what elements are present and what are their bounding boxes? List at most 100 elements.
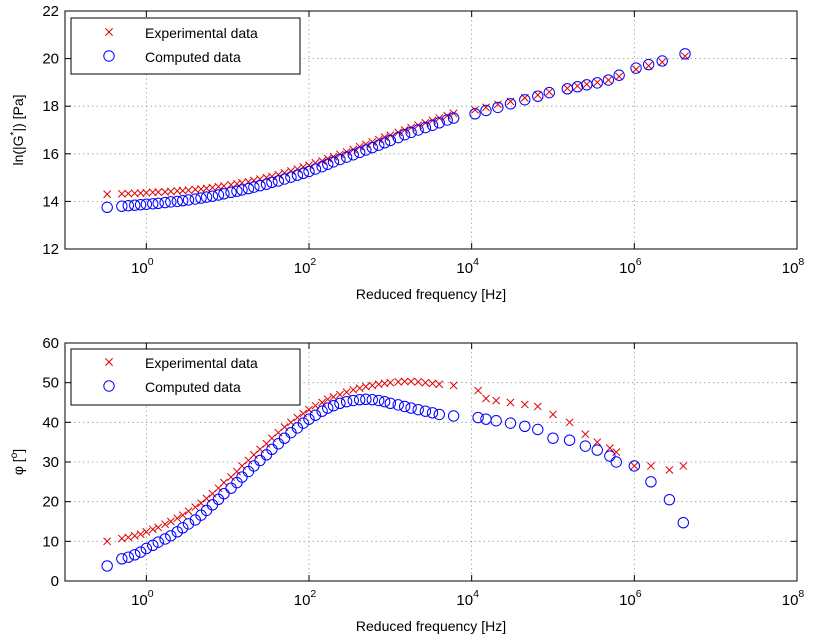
computed-point (532, 90, 544, 102)
computed-point (129, 199, 141, 211)
experimental-point (305, 161, 313, 170)
experimental-point-stroke-b (604, 76, 613, 84)
experimental-point (400, 377, 409, 386)
computed-point (272, 438, 285, 450)
experimental-point-stroke-b (287, 418, 295, 427)
experimental-point (349, 385, 358, 394)
computed-point (677, 516, 690, 529)
experimental-point (293, 165, 302, 173)
experimental-point-stroke-b (267, 172, 276, 181)
computed-point (248, 460, 260, 472)
experimental-point-stroke-b (117, 189, 126, 198)
experimental-point-stroke-b (161, 520, 170, 529)
computed-point (630, 62, 642, 74)
experimental-point (679, 462, 688, 470)
computed-point (231, 185, 243, 197)
experimental-point-stroke-b (593, 438, 602, 447)
computed-point (297, 167, 309, 180)
experimental-point (142, 527, 151, 536)
experimental-point-stroke-b (361, 382, 370, 391)
experimental-point (355, 384, 364, 393)
experimental-point (130, 189, 139, 198)
experimental-point-stroke-b (287, 166, 295, 175)
computed-point (378, 137, 391, 149)
computed-point (309, 163, 322, 175)
experimental-point (166, 517, 175, 526)
experimental-point-stroke-b (449, 381, 458, 390)
experimental-point (492, 396, 501, 405)
computed-point (147, 198, 159, 210)
experimental-point-stroke-b (178, 186, 187, 195)
experimental-point-stroke-b (136, 189, 145, 198)
experimental-point-stroke-b (361, 140, 370, 149)
magnitude-plot-xlabel: Reduced frequency [Hz] (356, 286, 506, 302)
phase-plot-legend: Experimental data Computed data (70, 348, 301, 406)
legend-circle-marker (103, 380, 115, 392)
experimental-point-stroke-b (191, 503, 200, 512)
experimental-point-stroke-b (368, 137, 377, 146)
phase-xtick-label: 102 (294, 588, 317, 609)
computed-point (322, 158, 334, 170)
computed-point (347, 394, 359, 407)
experimental-point (178, 511, 187, 520)
computed-point (392, 399, 404, 411)
computed-point (613, 69, 625, 81)
computed-point (532, 423, 544, 436)
experimental-point (474, 386, 483, 395)
experimental-point (374, 135, 383, 144)
computed-point (519, 94, 531, 106)
experimental-point-stroke-b (646, 462, 655, 470)
experimental-point-stroke-b (471, 105, 479, 114)
experimental-point-stroke-b (161, 187, 170, 196)
experimental-point (658, 58, 667, 67)
phase-xtick-label: 108 (782, 588, 805, 609)
legend-x-marker-stroke-b (105, 28, 113, 36)
computed-point (353, 146, 366, 159)
computed-point (366, 141, 378, 154)
computed-point (212, 189, 225, 201)
experimental-point (299, 162, 308, 171)
computed-point (398, 400, 411, 413)
legend-circle-marker (103, 50, 115, 62)
experimental-point (124, 533, 133, 542)
experimental-point (471, 105, 479, 114)
experimental-point-stroke-b (407, 377, 416, 386)
experimental-point-stroke-b (197, 185, 205, 193)
experimental-point-stroke-b (679, 462, 688, 470)
computed-point (353, 394, 366, 406)
experimental-point-stroke-b (184, 186, 193, 195)
experimental-point (630, 462, 639, 470)
experimental-point-stroke-b (124, 189, 133, 198)
computed-point (316, 405, 328, 417)
experimental-point-stroke-b (632, 65, 641, 74)
computed-point (266, 443, 278, 456)
computed-point (285, 171, 297, 183)
computed-point (159, 533, 171, 545)
experimental-point-stroke-b (342, 388, 351, 397)
magnitude-plot: 100 102 104 106 108 12 14 16 18 20 22 Reduced freq… (9, 3, 804, 302)
experimental-point-stroke-b (323, 395, 332, 404)
experimental-point-stroke-b (136, 530, 145, 539)
magnitude-plot-legend: Experimental data Computed data (70, 17, 301, 75)
magnitude-plot-ticks: 100 102 104 106 108 12 14 16 18 20 22 (42, 3, 804, 277)
computed-point (656, 55, 668, 67)
computed-point (433, 117, 446, 129)
computed-point (322, 402, 334, 414)
computed-point (543, 86, 555, 99)
experimental-point-stroke-b (197, 499, 205, 508)
legend-experimental-label: Experimental data (145, 355, 258, 371)
experimental-point (335, 390, 344, 399)
experimental-point (280, 168, 289, 177)
phase-plot-ticks: 100 102 104 106 108 0 10 20 30 40 50 60 (42, 335, 804, 609)
magnitude-plot-legend-box (70, 17, 301, 75)
experimental-point-stroke-b (202, 184, 211, 193)
computed-point (260, 449, 273, 461)
computed-point (327, 156, 340, 168)
computed-point (225, 186, 237, 199)
experimental-point-stroke-b (329, 392, 338, 401)
computed-point (134, 199, 147, 211)
magnitude-xtick-label: 100 (131, 256, 154, 277)
phase-plot: 100 102 104 106 108 0 10 20 30 40 50 60 Reduced fre… (9, 335, 804, 634)
experimental-point (632, 65, 641, 74)
legend-computed-marker (103, 50, 115, 62)
